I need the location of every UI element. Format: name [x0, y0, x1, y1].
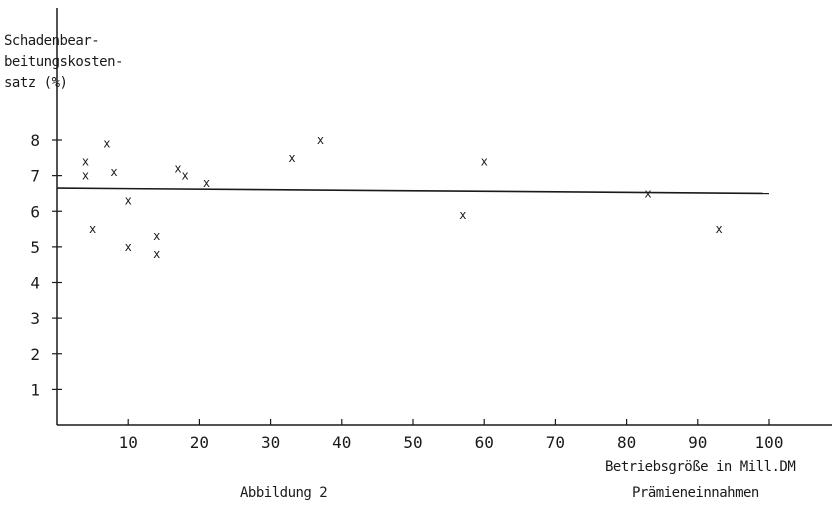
data-point: x [89, 222, 96, 236]
x-tick-label: 70 [546, 433, 565, 452]
data-point: x [82, 169, 89, 183]
y-ticks: 1 2 3 4 5 6 7 8 [30, 131, 62, 399]
y-tick-label: 8 [30, 131, 40, 150]
x-tick-label: 30 [261, 433, 280, 452]
data-point: x [82, 154, 89, 168]
x-tick-label: 100 [755, 433, 784, 452]
data-point: x [174, 162, 181, 176]
data-point: x [110, 165, 117, 179]
data-point: x [481, 154, 488, 168]
data-point: x [644, 186, 651, 200]
data-point: x [288, 151, 295, 165]
axes [56, 8, 832, 426]
y-tick-label: 1 [30, 380, 40, 399]
data-point: x [153, 229, 160, 243]
y-tick-label: 5 [30, 238, 40, 257]
data-point: x [716, 222, 723, 236]
x-tick-label: 20 [190, 433, 209, 452]
figure-caption: Abbildung 2 [240, 485, 328, 501]
y-tick-label: 6 [30, 202, 40, 221]
x-tick-label: 90 [688, 433, 707, 452]
data-point: x [125, 194, 132, 208]
data-point: x [125, 240, 132, 254]
data-point: x [317, 133, 324, 147]
data-point: x [153, 247, 160, 261]
y-axis-label-line-2: beitungskosten- [4, 54, 123, 70]
x-tick-label: 40 [332, 433, 351, 452]
x-tick-label: 10 [119, 433, 138, 452]
data-point: x [182, 169, 189, 183]
data-point: x [103, 137, 110, 151]
x-tick-label: 50 [403, 433, 422, 452]
x-ticks: 10 20 30 40 50 60 70 80 90 100 [119, 419, 784, 452]
x-tick-label: 80 [617, 433, 636, 452]
x-tick-label: 60 [475, 433, 494, 452]
y-tick-label: 2 [30, 345, 40, 364]
x-axis-label-line-2: Prämieneinnahmen [632, 485, 759, 501]
y-tick-label: 3 [30, 309, 40, 328]
y-tick-label: 7 [30, 167, 40, 186]
y-tick-label: 4 [30, 274, 40, 293]
data-point: x [459, 208, 466, 222]
y-axis-label-line-1: Schadenbear- [4, 33, 100, 49]
y-axis-label-line-3: satz (%) [4, 75, 68, 91]
x-axis-label-line-1: Betriebsgröße in Mill.DM [605, 459, 796, 475]
trend-line [56, 187, 770, 195]
data-point: x [203, 176, 210, 190]
